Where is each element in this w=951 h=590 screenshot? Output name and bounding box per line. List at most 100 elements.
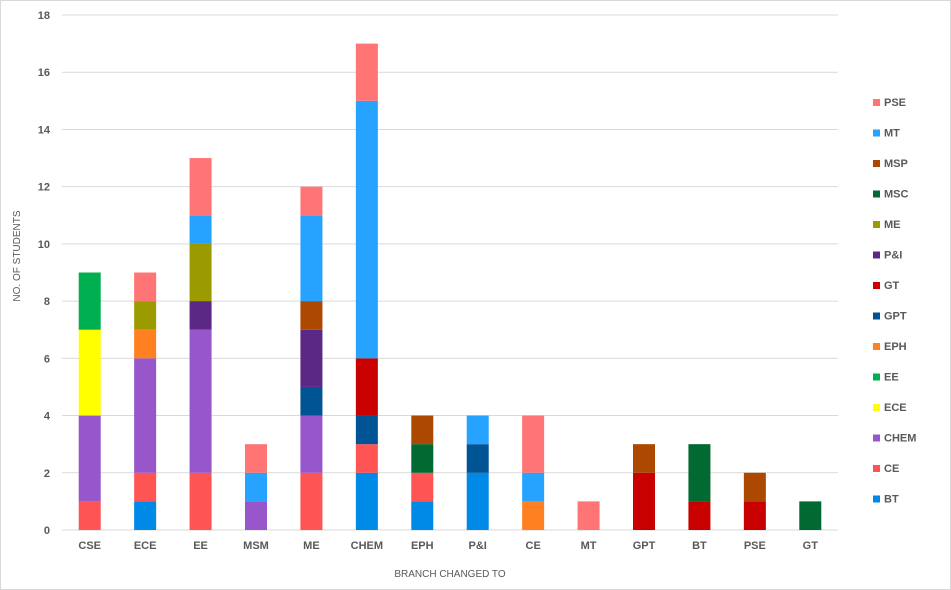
y-tick-label: 12 <box>38 182 50 194</box>
bar-segment-MSP <box>633 444 655 473</box>
bar-segment-BT <box>355 472 378 530</box>
legend-item: CE <box>873 463 899 475</box>
legend-swatch <box>873 465 880 472</box>
bar-segment-EE <box>78 272 101 330</box>
x-tick-label: ECE <box>134 540 157 552</box>
y-tick-label: 2 <box>44 468 50 480</box>
bar-segment-CHEM <box>134 358 157 473</box>
legend-item: EPH <box>873 341 907 353</box>
x-tick-label: GT <box>803 540 819 552</box>
bar-segment-ME <box>189 243 212 302</box>
x-tick-label: BT <box>692 540 707 552</box>
bar-segment-GT <box>633 472 655 530</box>
bar-segment-BT <box>134 501 157 530</box>
y-tick-label: 18 <box>38 10 50 22</box>
x-tick-label: MT <box>581 540 597 552</box>
y-tick-labels: 0 2 4 6 8 10 12 14 16 18 <box>38 10 51 537</box>
bar-segment-CE <box>300 472 323 530</box>
bar-segment-CE <box>78 501 101 530</box>
x-tick-label: ME <box>303 540 320 552</box>
bar-segment-MT <box>355 100 378 359</box>
bar-segment-MT <box>300 215 323 302</box>
bar-segment-MT <box>466 415 489 445</box>
x-tick-label: P&I <box>469 540 487 552</box>
legend-item: PSE <box>873 97 906 109</box>
x-tick-label: EE <box>193 540 208 552</box>
legend-label: ME <box>884 219 901 231</box>
bar-segment-CE <box>411 472 434 502</box>
legend-label: GT <box>884 280 900 292</box>
x-tick-label: GPT <box>633 540 656 552</box>
legend-label: EE <box>884 372 899 384</box>
bar-segment-P&I <box>300 329 323 387</box>
legend-swatch <box>873 129 880 137</box>
x-tick-label: CHEM <box>351 540 383 552</box>
bar-segment-CE <box>189 472 212 530</box>
bar-segment-CE <box>355 444 378 473</box>
legend-label: PSE <box>884 97 906 109</box>
bar-segment-GPT <box>300 386 323 416</box>
bar-segment-CHEM <box>245 501 267 530</box>
y-tick-label: 8 <box>44 296 50 308</box>
legend-label: MSC <box>884 189 909 201</box>
legend-label: CE <box>884 463 899 475</box>
bar-segment-GT <box>743 501 766 530</box>
bar-segment-ECE <box>78 329 101 416</box>
bar-segment-BT <box>411 501 434 530</box>
legend-swatch <box>873 312 880 320</box>
legend-label: ECE <box>884 402 907 414</box>
legend-item: CHEM <box>873 433 916 445</box>
x-tick-label: EPH <box>411 540 434 552</box>
y-tick-label: 0 <box>44 525 50 537</box>
bar-segment-PSE <box>245 444 267 473</box>
x-tick-label: PSE <box>744 540 766 552</box>
bar-segment-MSC <box>411 444 434 473</box>
bar-segment-GPT <box>355 415 378 445</box>
legend-swatch <box>873 343 880 350</box>
legend-item: ME <box>873 219 901 231</box>
legend-swatch <box>873 160 880 167</box>
legend-label: P&I <box>884 250 902 262</box>
bar-segment-PSE <box>355 43 378 101</box>
y-axis-label: NO. OF STUDENTS <box>12 210 23 301</box>
legend-swatch <box>873 434 880 442</box>
legend-item: MSC <box>873 189 909 201</box>
bar-segment-PSE <box>134 272 157 302</box>
bar-segment-MSC <box>688 444 711 502</box>
bar-segment-GPT <box>466 444 489 473</box>
bar-segment-MT <box>245 472 267 502</box>
legend-label: MSP <box>884 158 908 170</box>
bar-segment-CE <box>134 472 157 502</box>
bar-segment-PSE <box>522 415 545 473</box>
bar-segment-MT <box>189 215 212 244</box>
legend-label: BT <box>884 494 899 506</box>
bar-segment-BT <box>466 472 489 530</box>
y-tick-label: 6 <box>44 353 50 365</box>
bar-segment-MSC <box>799 501 822 530</box>
bar-segment-ME <box>134 301 157 330</box>
bar-segment-MT <box>522 472 545 502</box>
bar-segment-PSE <box>577 501 600 530</box>
legend: PSE MT MSP MSC ME P&I GT GPT EPH EE ECE CHEM CE BT <box>873 97 916 506</box>
legend-swatch <box>873 495 880 503</box>
legend-item: GT <box>873 280 900 292</box>
legend-swatch <box>873 373 880 381</box>
legend-swatch <box>873 251 880 259</box>
bar-segment-P&I <box>189 301 212 330</box>
bar-segment-EPH <box>134 329 157 359</box>
legend-item: GPT <box>873 311 907 323</box>
bar-segment-CHEM <box>300 415 323 473</box>
legend-swatch <box>873 99 880 106</box>
bar-segment-PSE <box>300 186 323 216</box>
legend-item: EE <box>873 372 899 384</box>
bar-segment-PSE <box>189 158 212 216</box>
bar-segment-GT <box>355 358 378 416</box>
legend-label: CHEM <box>884 433 916 445</box>
legend-item: P&I <box>873 250 902 262</box>
legend-swatch <box>873 190 880 198</box>
legend-item: BT <box>873 494 899 506</box>
legend-label: GPT <box>884 311 907 323</box>
bar-segment-CHEM <box>78 415 101 502</box>
gridlines <box>62 14 838 531</box>
